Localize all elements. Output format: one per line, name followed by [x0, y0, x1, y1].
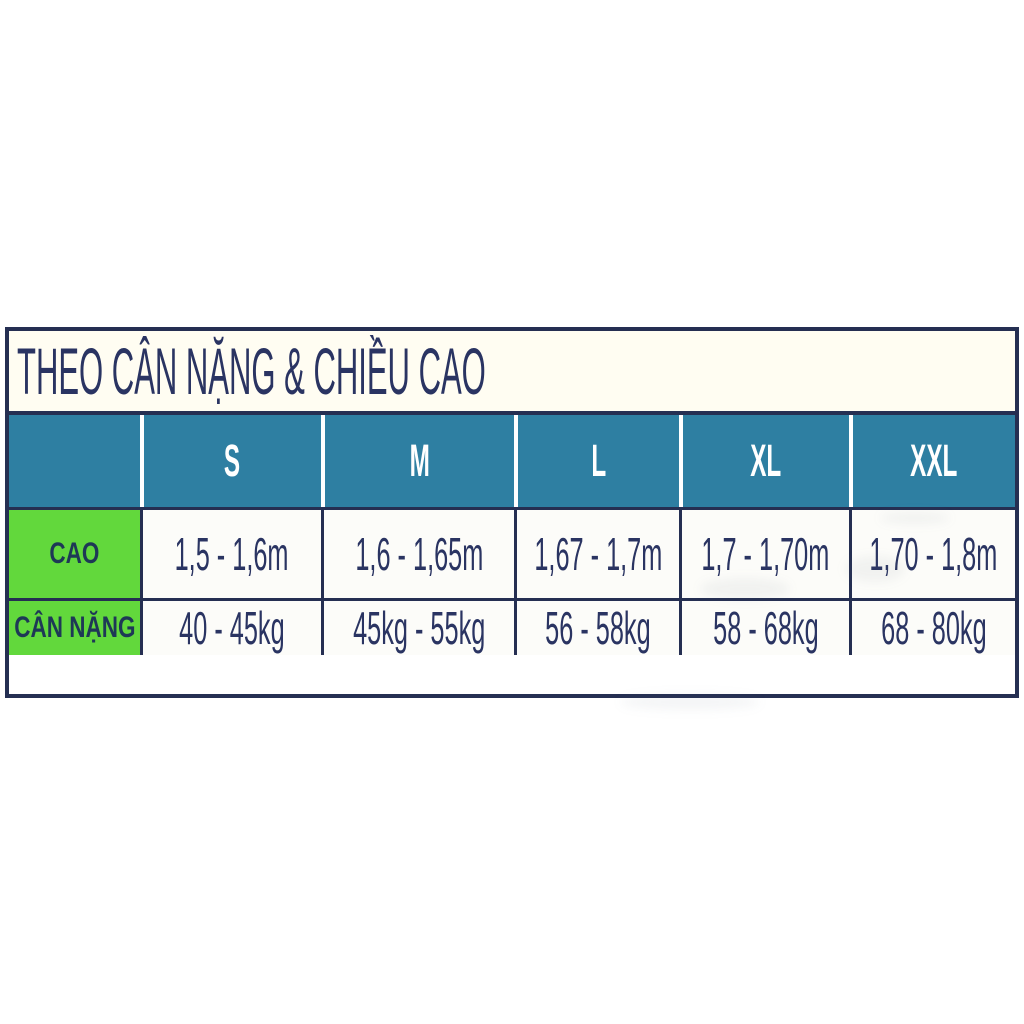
grid-line: [9, 507, 1015, 510]
value-height-s: 1,5 - 1,6m: [175, 528, 289, 580]
row-label-cell-weight: CÂN NẶNG: [9, 601, 140, 655]
header-label-xl: XL: [750, 435, 782, 486]
chart-title: THEO CÂN NẶNG & CHIỀU CAO: [17, 334, 486, 408]
value-weight-xl: 58 - 68kg: [712, 602, 819, 654]
value-cell-weight-m: 45kg - 55kg: [321, 601, 514, 655]
row-label-weight: CÂN NẶNG: [13, 611, 136, 644]
value-weight-s: 40 - 45kg: [179, 602, 285, 654]
size-header-row: S M L XL XXL: [9, 415, 1015, 507]
header-cell-xxl: XXL: [849, 415, 1015, 507]
header-label-s: S: [224, 435, 241, 486]
header-label-xxl: XXL: [910, 435, 958, 486]
table-row-weight: CÂN NẶNG 40 - 45kg 45kg - 55kg 56 - 58kg…: [9, 601, 1015, 655]
value-weight-l: 56 - 58kg: [545, 602, 651, 654]
value-cell-weight-xl: 58 - 68kg: [679, 601, 849, 655]
value-height-xxl: 1,70 - 1,8m: [869, 528, 998, 580]
value-cell-weight-s: 40 - 45kg: [140, 601, 321, 655]
value-cell-weight-xxl: 68 - 80kg: [849, 601, 1015, 655]
value-weight-xxl: 68 - 80kg: [880, 602, 987, 654]
value-cell-weight-l: 56 - 58kg: [514, 601, 679, 655]
value-cell-height-xxl: 1,70 - 1,8m: [849, 510, 1015, 598]
size-chart-table: THEO CÂN NẶNG & CHIỀU CAO S M L XL XXL C…: [5, 327, 1019, 698]
table-row-height: CAO 1,5 - 1,6m 1,6 - 1,65m 1,67 - 1,7m 1…: [9, 510, 1015, 598]
value-cell-height-xl: 1,7 - 1,70m: [679, 510, 849, 598]
value-height-m: 1,6 - 1,65m: [355, 528, 483, 580]
value-cell-height-s: 1,5 - 1,6m: [140, 510, 321, 598]
value-weight-m: 45kg - 55kg: [352, 602, 486, 654]
header-label-l: L: [591, 435, 606, 486]
value-cell-height-l: 1,67 - 1,7m: [514, 510, 679, 598]
header-cell-l: L: [514, 415, 679, 507]
header-cell-s: S: [140, 415, 321, 507]
header-cell-xl: XL: [679, 415, 849, 507]
header-label-m: M: [409, 435, 430, 486]
row-label-cell-height: CAO: [9, 510, 140, 598]
value-cell-height-m: 1,6 - 1,65m: [321, 510, 514, 598]
chart-title-row: THEO CÂN NẶNG & CHIỀU CAO: [9, 331, 1015, 415]
corner-cell: [9, 415, 140, 507]
header-cell-m: M: [321, 415, 514, 507]
value-height-xl: 1,7 - 1,70m: [701, 528, 830, 580]
grid-line: [9, 598, 1015, 601]
value-height-l: 1,67 - 1,7m: [534, 528, 662, 580]
row-label-height: CAO: [49, 537, 100, 570]
